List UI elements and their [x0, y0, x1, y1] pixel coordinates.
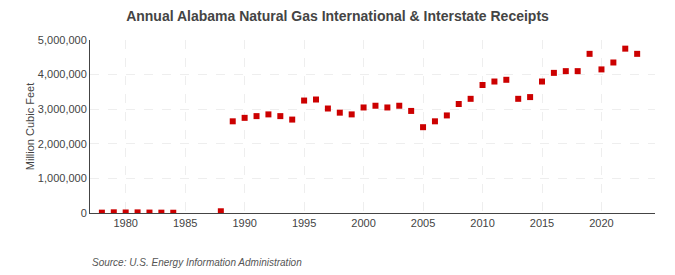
svg-text:2010: 2010: [470, 217, 494, 229]
svg-text:1985: 1985: [173, 217, 197, 229]
svg-text:3,000,000: 3,000,000: [38, 103, 87, 115]
svg-text:0: 0: [81, 207, 87, 219]
svg-text:2,000,000: 2,000,000: [38, 138, 87, 150]
svg-text:2005: 2005: [411, 217, 435, 229]
svg-text:2020: 2020: [589, 217, 613, 229]
svg-text:1995: 1995: [292, 217, 316, 229]
svg-text:Million Cubic Feet: Million Cubic Feet: [24, 83, 36, 170]
svg-text:5,000,000: 5,000,000: [38, 34, 87, 46]
svg-text:Annual Alabama Natural Gas Int: Annual Alabama Natural Gas International…: [126, 8, 549, 24]
svg-text:4,000,000: 4,000,000: [38, 68, 87, 80]
svg-text:2000: 2000: [351, 217, 375, 229]
svg-text:1990: 1990: [232, 217, 256, 229]
svg-text:1980: 1980: [113, 217, 137, 229]
svg-text:2015: 2015: [530, 217, 554, 229]
svg-text:1,000,000: 1,000,000: [38, 172, 87, 184]
svg-text:Source: U.S. Energy Informatio: Source: U.S. Energy Information Administ…: [92, 257, 302, 268]
